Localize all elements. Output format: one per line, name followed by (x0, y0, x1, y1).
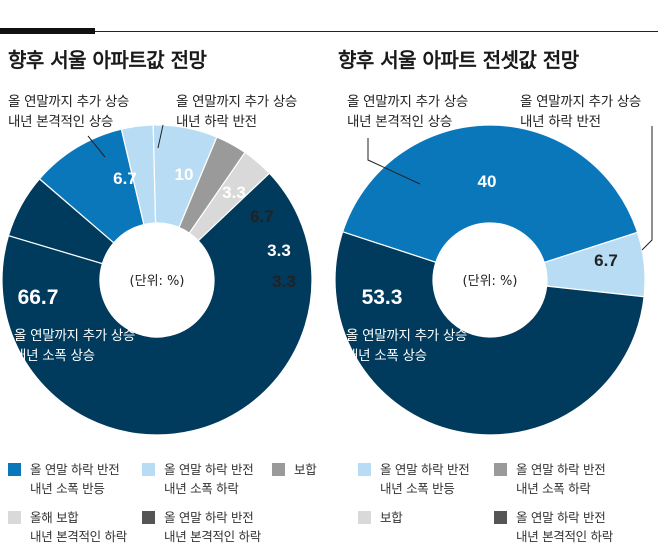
header-accent-bar (0, 28, 95, 34)
right-chart-title: 향후 서울 아파트 전셋값 전망 (338, 48, 579, 72)
legend-label: 올 연말 하락 반전 내년 본격적인 하락 (164, 510, 261, 544)
center-unit-label: (단위: %) (130, 274, 185, 289)
legend-label: 올 연말 하락 반전 내년 소폭 하락 (164, 462, 254, 496)
slice-value-label: 10 (175, 165, 194, 184)
donut-left: (단위: %)6.7 103.36.73.33.366.7 (1, 124, 313, 436)
right-annotation-3: 올 연말까지 추가 상승 내년 소폭 상승 (346, 326, 467, 366)
left-annotation-2: 올 연말까지 추가 상승 내년 하락 반전 (176, 92, 297, 132)
legend-swatch (8, 463, 21, 476)
right-annotation-1-line2: 내년 본격적인 상승 (347, 114, 452, 130)
legend-label: 올해 보합 내년 본격적인 하락 (30, 510, 127, 544)
slice-value-label: 3.3 (272, 272, 296, 291)
slice-value-label: 3.3 (222, 183, 246, 202)
left-annotation-2-line2: 내년 하락 반전 (176, 114, 257, 130)
leader-line (87, 135, 106, 158)
slice-value-label: 53.3 (362, 286, 403, 309)
legend-label: 올 연말 하락 반전 내년 소폭 반등 (380, 462, 470, 496)
donut-hole (433, 223, 547, 337)
right-annotation-1-line1: 올 연말까지 추가 상승 (347, 94, 469, 110)
left-chart-title: 향후 서울 아파트값 전망 (8, 48, 207, 72)
left-annotation-2-line1: 올 연말까지 추가 상승 (176, 94, 298, 110)
legend-label: 보합 (380, 510, 403, 525)
right-annotation-3-line2: 내년 소폭 상승 (346, 348, 427, 364)
legend-swatch (494, 511, 507, 524)
center-unit-label: (단위: %) (463, 274, 518, 289)
left-annotation-3: 올 연말까지 추가 상승 내년 소폭 상승 (14, 326, 135, 366)
legend-swatch (142, 463, 155, 476)
slice-value-label: 3.3 (267, 241, 291, 260)
left-annotation-1: 올 연말까지 추가 상승 내년 본격적인 상승 (8, 92, 129, 132)
legend-label: 올 연말 하락 반전 내년 소폭 하락 (516, 462, 606, 496)
slice-value-label: 40 (478, 172, 497, 191)
leader-line (367, 138, 421, 185)
slice-value-label: 6.7 (113, 169, 137, 188)
right-annotation-2: 올 연말까지 추가 상승 내년 하락 반전 (520, 92, 641, 132)
legend-label: 보합 (294, 462, 317, 477)
legend-swatch (494, 463, 507, 476)
legend-swatch (358, 463, 371, 476)
legend-swatch (8, 511, 21, 524)
right-annotation-1: 올 연말까지 추가 상승 내년 본격적인 상승 (347, 92, 468, 132)
donut-right: (단위: %) 40 6.7 53.3 (334, 124, 646, 436)
leader-line (641, 126, 653, 251)
right-annotation-3-line1: 올 연말까지 추가 상승 (346, 328, 468, 344)
slice-value-label: 6.7 (250, 207, 274, 226)
slice-value-label: 66.7 (18, 286, 59, 309)
header-rule (95, 31, 658, 32)
right-annotation-2-line1: 올 연말까지 추가 상승 (520, 94, 642, 110)
left-annotation-1-line1: 올 연말까지 추가 상승 (8, 94, 130, 110)
left-annotation-3-line2: 내년 소폭 상승 (14, 348, 95, 364)
legend-swatch (142, 511, 155, 524)
donut-hole (100, 223, 214, 337)
legend-label: 올 연말 하락 반전 내년 소폭 반등 (30, 462, 120, 496)
slice-value-label: 6.7 (594, 251, 618, 270)
left-annotation-1-line2: 내년 본격적인 상승 (8, 114, 113, 130)
legend-swatch (272, 463, 285, 476)
right-annotation-2-line2: 내년 하락 반전 (520, 114, 601, 130)
legend-label: 올 연말 하락 반전 내년 본격적인 하락 (516, 510, 613, 544)
left-annotation-3-line1: 올 연말까지 추가 상승 (14, 328, 136, 344)
leader-line (157, 124, 164, 149)
legend-swatch (358, 511, 371, 524)
